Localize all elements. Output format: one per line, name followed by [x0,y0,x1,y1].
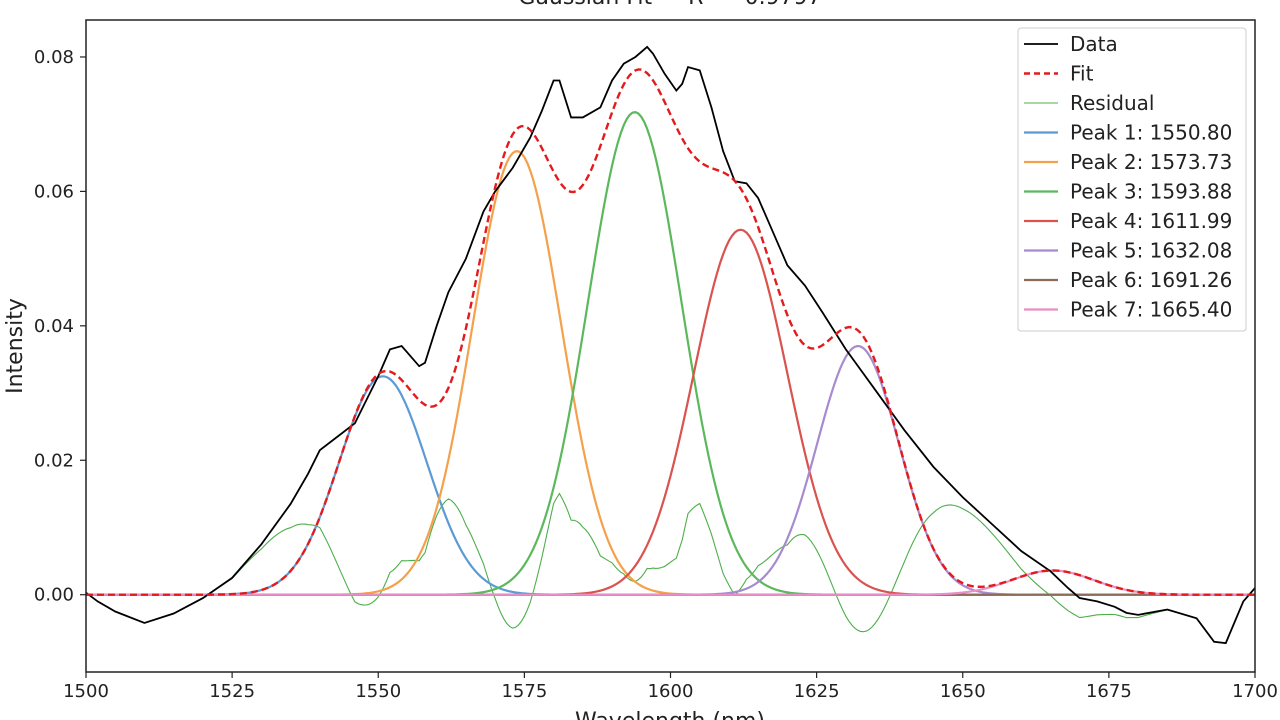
legend-box [1017,27,1247,332]
x-tick-label: 1575 [501,681,547,702]
legend-entry: Peak 1: 1550.80 [1070,121,1232,145]
legend-entry: Peak 6: 1691.26 [1070,268,1232,292]
fit-series [86,68,1255,596]
x-tick-label: 1600 [648,681,694,702]
y-tick-label: 0.00 [34,585,74,606]
legend-entry: Residual [1070,91,1154,115]
peak-7-series [86,569,1255,596]
legend-entry: Peak 3: 1593.88 [1070,180,1232,204]
y-tick-label: 0.08 [34,47,74,68]
y-axis: 0.00 0.02 0.04 0.06 0.08 [34,47,86,606]
x-tick-label: 1500 [63,681,109,702]
legend-entry: Peak 4: 1611.99 [1070,209,1232,233]
x-tick-label: 1675 [1086,681,1132,702]
y-tick-label: 0.04 [34,316,74,337]
legend-entry: Peak 7: 1665.40 [1070,298,1232,322]
x-tick-label: 1625 [794,681,840,702]
y-tick-label: 0.06 [34,181,74,202]
legend-entry: Peak 5: 1632.08 [1070,239,1232,263]
residual-series [86,492,1255,644]
chart-title: Gaussian Fit — R² = 0.9797 [518,0,821,10]
x-tick-label: 1525 [209,681,255,702]
plot-area [86,45,1255,645]
x-axis: 1500 1525 1550 1575 1600 1625 1650 1675 1700 [63,672,1278,702]
legend: Data Fit Residual Peak 1: 1550.80 Peak 2: 15… [1017,27,1247,332]
y-tick-label: 0.02 [34,450,74,471]
legend-entry: Peak 2: 1573.73 [1070,150,1232,174]
x-axis-title: Wavelength (nm) [575,709,765,720]
x-tick-label: 1650 [940,681,986,702]
x-tick-label: 1700 [1232,681,1278,702]
y-axis-title: Intensity [3,298,28,394]
peak-5-series [86,344,1255,596]
x-tick-label: 1550 [355,681,401,702]
legend-entry: Data [1070,32,1118,56]
legend-entry: Fit [1070,62,1094,86]
